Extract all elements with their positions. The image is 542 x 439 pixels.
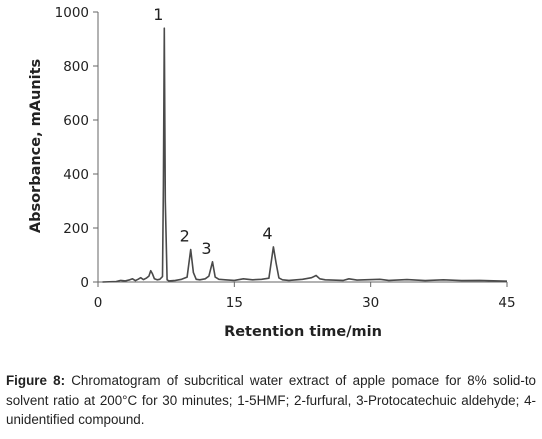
peak-label-1: 1 bbox=[153, 5, 163, 24]
peak-label-2: 2 bbox=[180, 227, 190, 246]
x-tick-label: 15 bbox=[226, 295, 243, 311]
y-tick-label: 1000 bbox=[55, 5, 89, 21]
chromatogram-trace bbox=[102, 27, 508, 283]
x-tick-label: 45 bbox=[498, 295, 515, 311]
y-tick-label: 600 bbox=[63, 113, 89, 129]
figure-caption-label: Figure 8: bbox=[6, 373, 66, 388]
figure-caption-text: Chromatogram of subcritical water extrac… bbox=[6, 373, 536, 427]
peak-label-4: 4 bbox=[262, 224, 272, 243]
y-axis-ticks: 0 200 400 600 800 1000 bbox=[55, 5, 98, 291]
peak-labels: 1 23 4 bbox=[153, 5, 272, 258]
peak-label-3: 3 bbox=[201, 239, 211, 258]
y-tick-label: 800 bbox=[63, 59, 89, 75]
y-tick-label: 200 bbox=[63, 221, 89, 237]
x-tick-label: 30 bbox=[362, 295, 379, 311]
x-tick-label: 0 bbox=[94, 295, 103, 311]
y-axis-label: Absorbance, mAunits bbox=[28, 59, 44, 233]
y-tick-label: 400 bbox=[63, 167, 89, 183]
x-axis-ticks: 0 15 30 45 bbox=[94, 282, 516, 311]
figure-caption: Figure 8: Chromatogram of subcritical wa… bbox=[6, 371, 536, 430]
chromatogram-chart: 0 200 400 600 800 1000 0 15 30 45 1 23 4 Retention… bbox=[28, 5, 516, 340]
x-axis-label: Retention time/min bbox=[224, 324, 382, 340]
y-tick-label: 0 bbox=[80, 275, 89, 291]
